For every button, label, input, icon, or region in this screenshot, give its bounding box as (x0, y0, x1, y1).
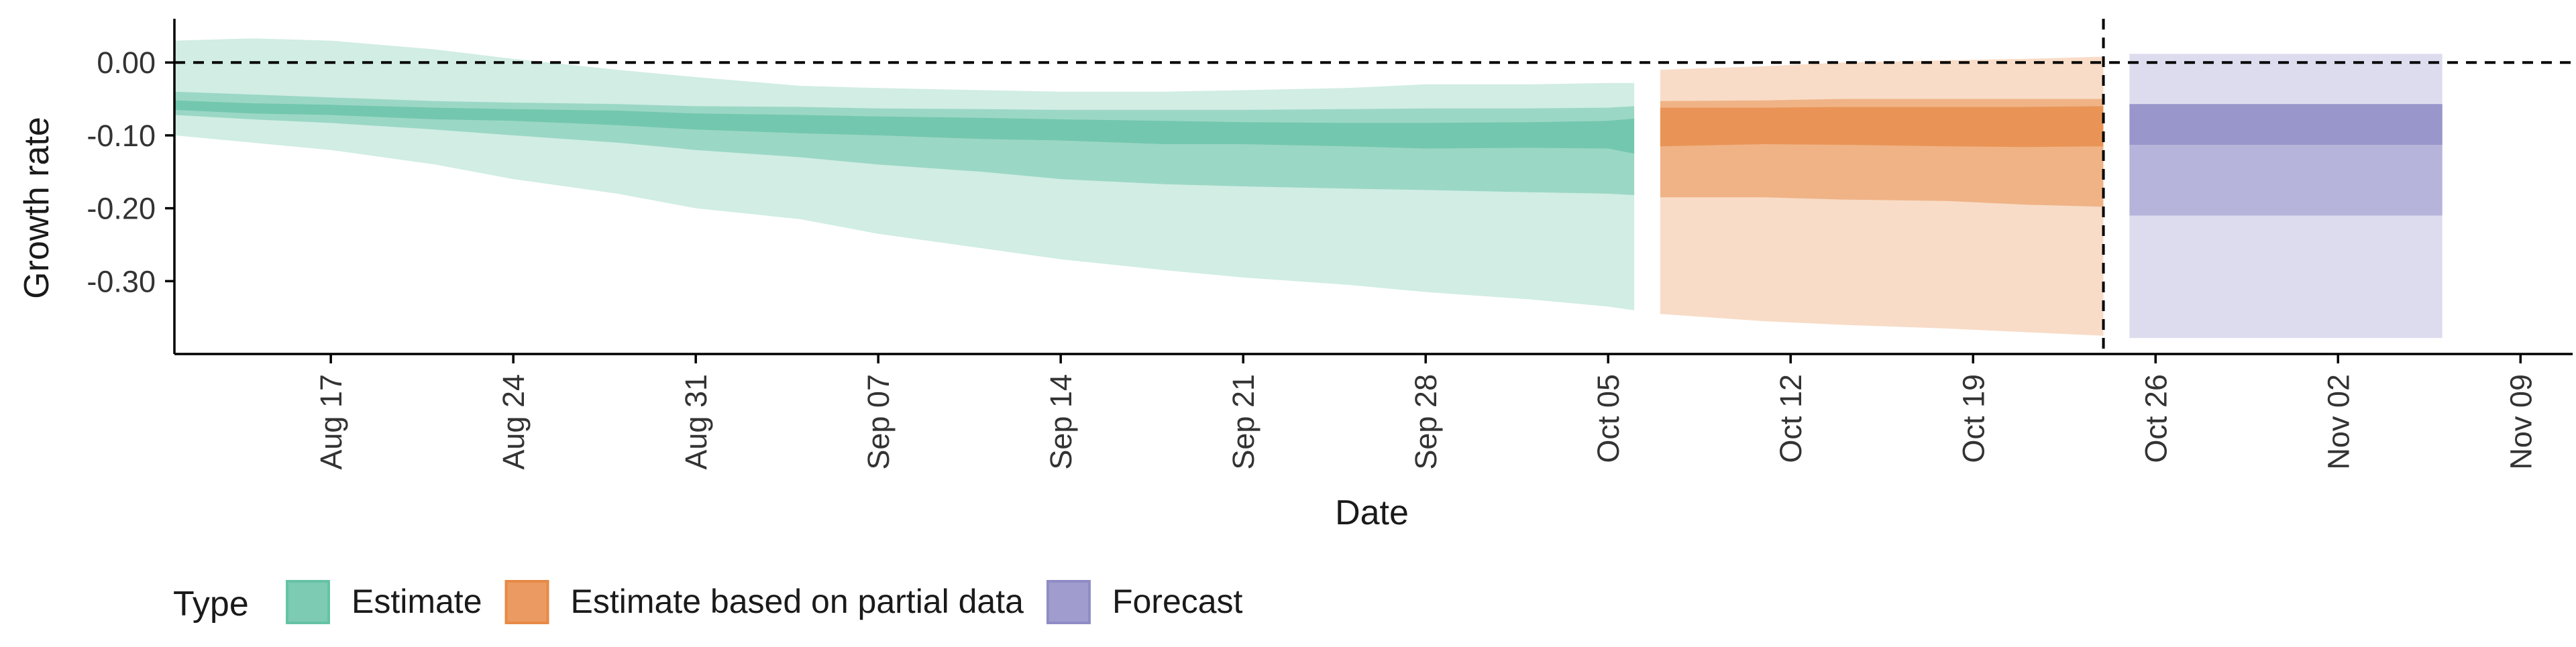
ribbon-layer (174, 38, 2443, 339)
x-tick-label: Sep 14 (1044, 374, 1078, 470)
x-tick-label: Aug 24 (496, 374, 531, 470)
y-tick-label: 0.00 (97, 46, 156, 80)
reference-lines (174, 19, 2573, 354)
x-tick-label: Sep 07 (861, 374, 896, 470)
legend-label-2: Forecast (1112, 583, 1243, 620)
ribbon-0-ci20 (174, 100, 1635, 154)
x-tick-label: Oct 12 (1774, 374, 1808, 463)
x-tick-label: Aug 17 (314, 374, 348, 470)
legend: Type Estimate Estimate based on partial d… (173, 580, 1243, 624)
x-tick-label: Sep 28 (1409, 374, 1443, 470)
y-axis-title: Growth rate (17, 117, 56, 299)
x-tick-label: Oct 05 (1591, 374, 1625, 463)
x-tick-label: Nov 09 (2504, 374, 2538, 470)
x-tick-label: Oct 26 (2139, 374, 2173, 463)
legend-title: Type (173, 585, 249, 624)
ribbon-2-ci20 (2129, 104, 2443, 145)
y-tick-label: -0.30 (87, 264, 156, 298)
legend-label-1: Estimate based on partial data (571, 583, 1024, 620)
y-tick-label: -0.20 (87, 192, 156, 226)
x-tick-label: Oct 19 (1956, 374, 1990, 463)
legend-key-0 (286, 580, 330, 624)
ribbon-1-ci20 (1660, 106, 2104, 148)
legend-label-0: Estimate (352, 583, 482, 620)
y-tick-label: -0.10 (87, 119, 156, 153)
axes: 0.00 -0.10 -0.20 -0.30 Aug 17 Aug 24 Aug 31 Sep… (87, 19, 2573, 470)
x-axis-title: Date (1335, 493, 1409, 532)
legend-key-2 (1046, 580, 1091, 624)
legend-key-1 (504, 580, 549, 624)
x-tick-label: Sep 21 (1226, 374, 1260, 470)
x-tick-label: Aug 31 (679, 374, 713, 470)
x-tick-label: Nov 02 (2321, 374, 2355, 470)
